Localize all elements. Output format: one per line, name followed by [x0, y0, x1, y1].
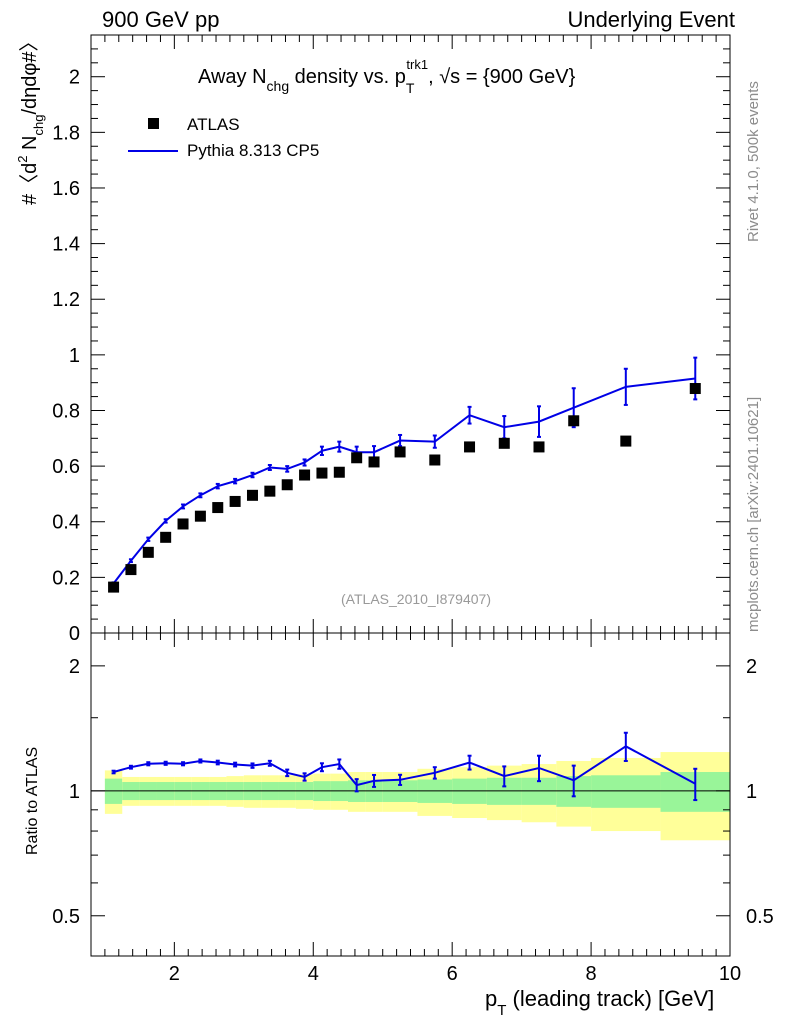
y-tick-label: 1.6 — [52, 178, 80, 200]
legend: ATLAS Pythia 8.313 CP5 — [128, 115, 319, 160]
legend-atlas-label: ATLAS — [187, 115, 240, 134]
tick-labels: 2 4 6 8 10 0 0.2 0.4 0.6 0.8 1 1.2 1.4 1.6 1.8 2 0.5 0.5 1… — [52, 67, 774, 985]
ratio-y-axis-label: Ratio to ATLAS — [24, 747, 41, 855]
x-tick-label: 8 — [586, 963, 597, 985]
ratio-frame — [90, 632, 731, 957]
ratio-tick-label-right: 1 — [746, 781, 757, 803]
header-left: 900 GeV pp — [102, 7, 220, 32]
y-axis-label: #〈d2 Nchg/dηdφ#〉 — [15, 32, 46, 205]
x-tick-label: 10 — [719, 963, 741, 985]
atlas-data-point — [368, 456, 380, 468]
atlas-data-point — [264, 485, 276, 497]
y-tick-label: 0.6 — [52, 456, 80, 478]
atlas-data-point — [142, 546, 154, 558]
atlas-data-point — [177, 518, 189, 530]
atlas-data-point — [394, 446, 406, 458]
series — [108, 356, 701, 802]
ratio-tick-label-left: 1 — [69, 781, 80, 803]
atlas-data-point — [160, 531, 172, 543]
chart-title: Away Nchg density vs. pTtrk1, √s = {900 … — [198, 57, 576, 96]
y-tick-label: 1.8 — [52, 122, 80, 144]
atlas-data-point — [533, 441, 545, 453]
header-right: Underlying Event — [567, 7, 735, 32]
atlas-data-point — [568, 415, 580, 427]
mc-line — [112, 377, 696, 585]
band-inner — [591, 775, 661, 808]
x-tick-label: 4 — [308, 963, 319, 985]
y-tick-label: 1 — [69, 345, 80, 367]
y-tick-label: 0 — [69, 623, 80, 645]
analysis-watermark: (ATLAS_2010_I879407) — [341, 591, 491, 607]
ratio-mc-line — [113, 745, 696, 787]
atlas-data-point — [281, 479, 293, 491]
x-axis-label: pT (leading track) [GeV] — [485, 986, 714, 1019]
atlas-data-point — [229, 495, 241, 507]
band-inner — [521, 777, 557, 805]
atlas-data-point — [194, 510, 206, 522]
atlas-data-point — [689, 383, 701, 395]
x-tick-label: 2 — [169, 963, 180, 985]
atlas-data-point — [498, 437, 510, 449]
y-tick-label: 0.4 — [52, 512, 80, 534]
y-tick-label: 2 — [69, 67, 80, 89]
ratio-tick-label-left: 0.5 — [52, 906, 80, 928]
atlas-data-point — [620, 435, 632, 447]
x-tick-label: 6 — [447, 963, 458, 985]
atlas-data-point — [464, 441, 476, 453]
atlas-data-point — [429, 454, 441, 466]
ratio-tick-label-right: 2 — [746, 656, 757, 678]
atlas-data-point — [333, 466, 345, 478]
y-tick-label: 0.8 — [52, 400, 80, 422]
atlas-data-point — [246, 489, 258, 501]
atlas-data-point — [316, 467, 328, 479]
ratio-uncertainty-bands — [104, 752, 730, 841]
legend-mc-label: Pythia 8.313 CP5 — [187, 141, 319, 160]
ratio-tick-label-left: 2 — [69, 656, 80, 678]
ratio-tick-label-right: 0.5 — [746, 906, 774, 928]
atlas-data-point — [108, 581, 120, 593]
atlas-data-point — [125, 564, 137, 576]
atlas-data-point — [351, 452, 363, 464]
y-tick-label: 1.2 — [52, 289, 80, 311]
y-tick-label: 1.4 — [52, 234, 80, 256]
atlas-data-point — [299, 469, 311, 481]
legend-atlas-marker — [148, 118, 159, 129]
atlas-data-point — [212, 502, 224, 514]
y-tick-label: 0.2 — [52, 567, 80, 589]
